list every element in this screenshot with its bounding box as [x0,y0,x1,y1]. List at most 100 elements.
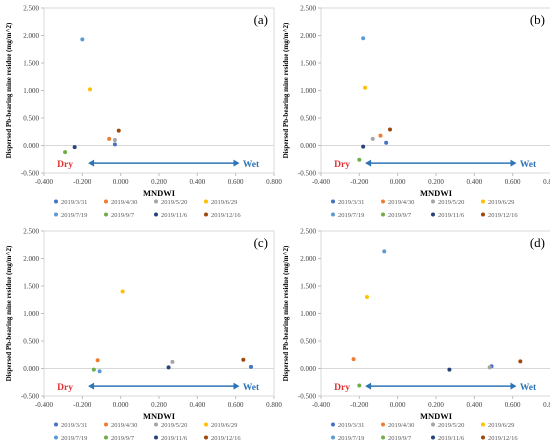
wet-annotation: Wet [520,383,537,393]
legend-marker [54,422,58,427]
legend-marker [331,212,335,217]
x-tick-label: 0.200 [428,178,444,186]
data-point [80,37,85,42]
legend-label: 2019/9/7 [388,212,412,219]
y-axis-label: Dispersed Pb-bearing mine residue (mg/m^… [5,22,13,158]
legend-label: 2019/7/19 [338,212,364,219]
legend-label: 2019/7/19 [61,212,87,219]
data-point [91,367,96,372]
wet-annotation: Wet [243,383,260,393]
x-tick-label: 0.800 [266,401,282,409]
legend-marker [481,422,485,427]
legend-label: 2019/11/6 [161,212,188,219]
data-point [382,249,387,254]
legend-marker [331,422,335,427]
legend-label: 2019/4/30 [111,422,137,429]
legend-marker [154,422,158,427]
y-tick-label: 0.000 [300,365,316,373]
legend-label: 2019/12/16 [211,212,241,219]
legend-marker [104,199,108,204]
x-tick-label: -0.200 [73,401,92,409]
arrow-head-right [510,382,517,390]
data-point [166,365,171,370]
x-tick-label: 0.600 [505,401,521,409]
legend-marker [431,212,435,217]
data-point [120,289,125,294]
legend-label: 2019/7/19 [338,435,364,442]
data-point [249,364,253,369]
legend-label: 2019/5/20 [161,422,187,429]
x-tick-label: 0.200 [428,401,444,409]
legend-label: 2019/11/6 [438,435,465,442]
data-point [112,142,117,147]
plot-area [43,7,275,174]
y-tick-label: -0.500 [21,170,40,178]
y-axis-label: Dispersed Pb-bearing mine residue (mg/m^… [5,245,13,381]
x-axis-label: MNDWI [420,411,453,421]
data-point [107,136,112,141]
legend-marker [481,199,485,204]
y-tick-label: 2.500 [23,228,39,236]
y-tick-label: 0.000 [23,142,39,150]
data-point [63,150,68,155]
legend-marker [381,212,385,217]
arrow-head-right [233,159,240,167]
plot-area [43,230,275,397]
legend-label: 2019/6/29 [488,422,514,429]
legend-label: 2019/6/29 [211,422,237,429]
data-point [357,383,362,388]
data-point [72,145,77,150]
legend-label: 2019/6/29 [211,199,237,206]
y-axis-label: Dispersed Pb-bearing mine residue (mg/m^… [282,22,290,158]
arrow-head-left [365,159,372,167]
legend-marker [481,435,485,440]
legend-label: 2019/4/30 [388,199,414,206]
data-point [97,369,102,374]
data-point [388,127,392,132]
chart-panel-3: -0.500 0.000 0.500 1.000 1.500 2.000 2.500 -0.4… [5,228,282,443]
x-tick-label: -0.200 [73,178,92,186]
x-tick-label: 0.600 [228,178,244,186]
y-tick-label: 1.000 [300,310,316,318]
legend-marker [331,435,335,440]
x-tick-label: 0.000 [390,178,406,186]
x-tick-label: 0.800 [543,178,550,186]
legend-label: 2019/9/7 [388,435,412,442]
data-point [487,365,492,370]
dry-annotation: Dry [57,383,73,393]
x-tick-label: 0.600 [228,401,244,409]
legend-label: 2019/11/6 [438,212,465,219]
data-point [241,357,246,362]
x-tick-label: -0.200 [350,178,369,186]
y-tick-label: 2.000 [300,255,316,263]
legend-marker [431,199,435,204]
panel-label: (c) [254,235,268,250]
legend-label: 2019/12/16 [488,212,518,219]
chart-panel-2: -0.500 0.000 0.500 1.000 1.500 2.000 2.500 -0.4… [282,5,550,219]
x-tick-label: -0.400 [312,178,331,186]
legend-label: 2019/3/31 [61,199,87,206]
dry-annotation: Dry [334,160,350,170]
x-axis-label: MNDWI [143,411,176,421]
data-point [365,295,369,299]
y-tick-label: 2.000 [23,255,39,263]
y-tick-label: 1.000 [23,87,39,95]
legend-marker [54,199,58,204]
arrow-head-left [88,382,95,390]
data-point [88,87,92,92]
legend-marker [54,435,58,440]
legend-marker [104,422,108,427]
x-tick-label: 0.000 [113,401,129,409]
chart-panel-1: -0.500 0.000 0.500 1.000 1.500 2.000 2.500 -0.4… [5,5,282,220]
legend-marker [104,435,108,440]
y-tick-label: 2.500 [300,5,316,13]
legend-marker [104,212,108,217]
y-tick-label: 2.500 [300,228,316,236]
legend-marker [204,199,208,204]
legend-label: 2019/12/16 [211,435,241,442]
x-tick-label: 0.600 [505,178,521,186]
wet-annotation: Wet [243,160,260,170]
legend-marker [381,422,385,427]
legend-marker [481,212,485,217]
